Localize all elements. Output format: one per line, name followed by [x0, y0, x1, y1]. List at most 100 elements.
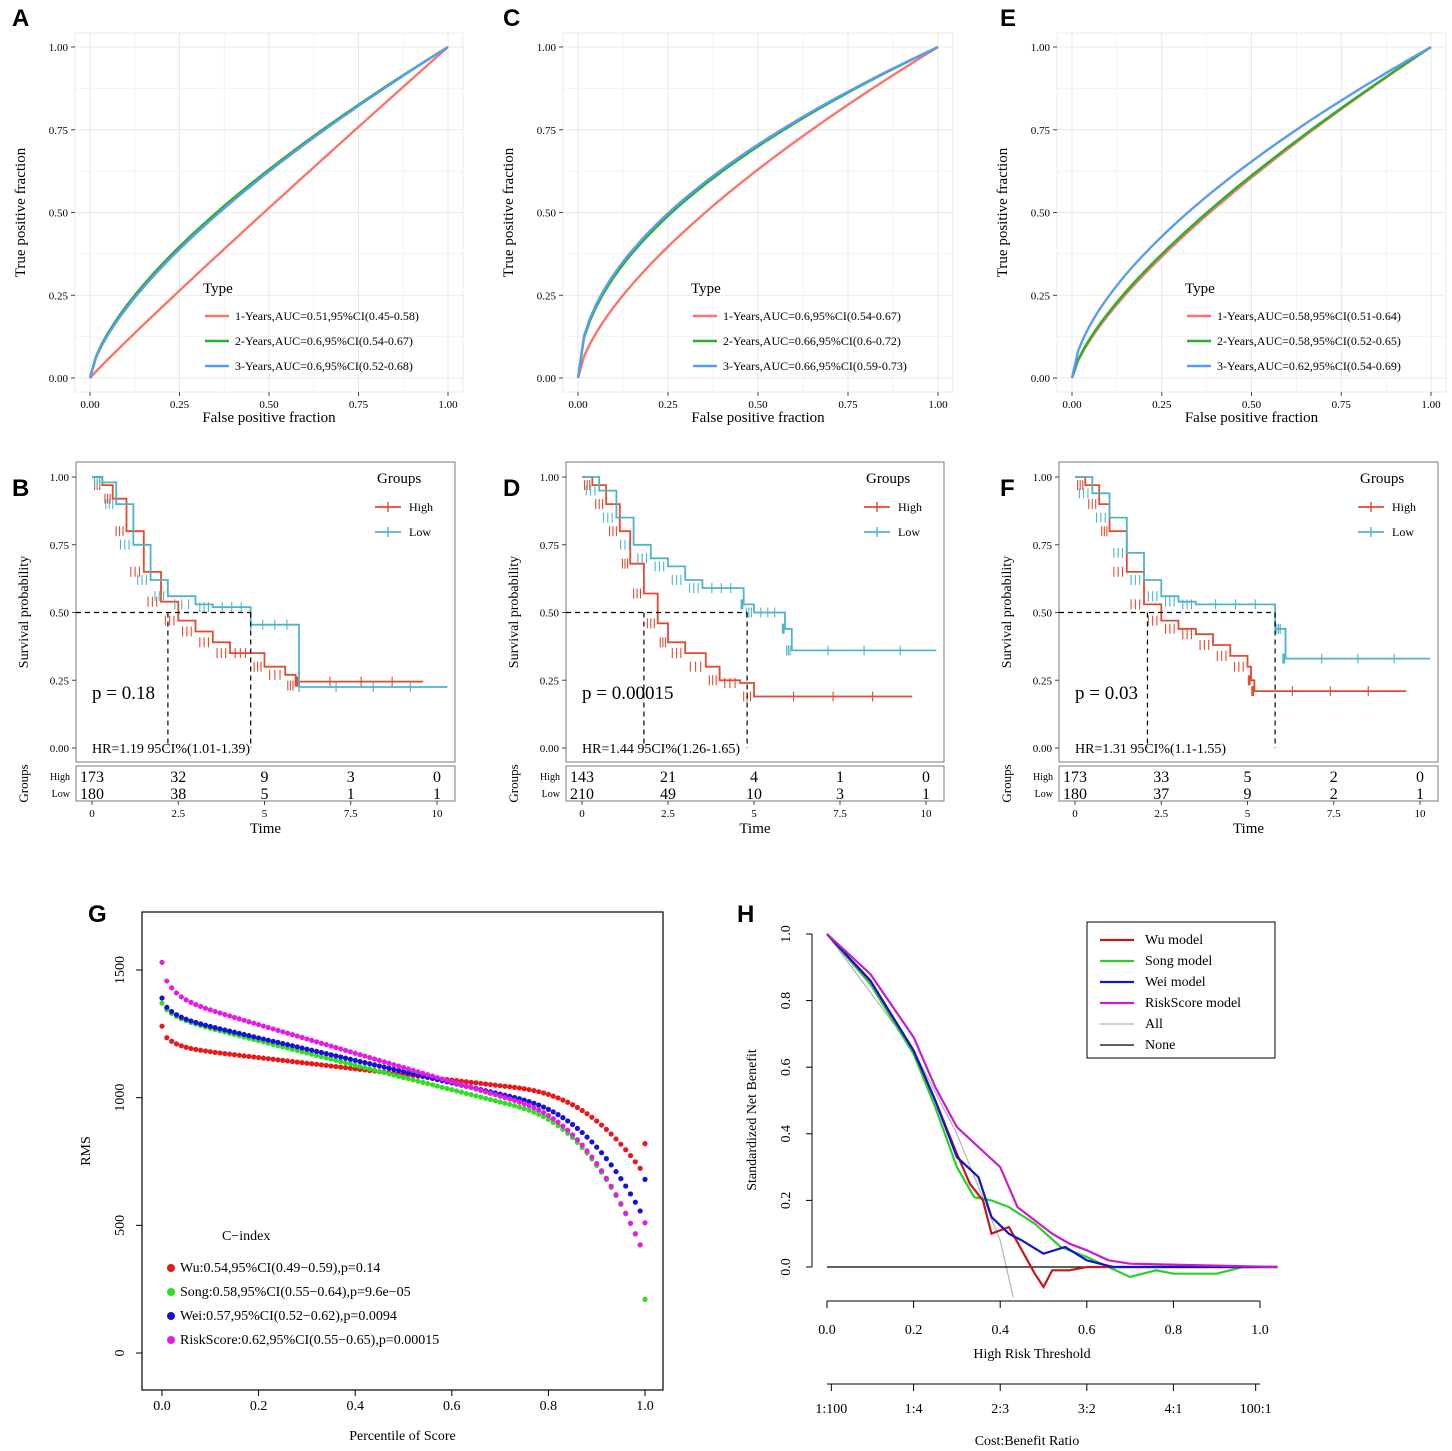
rms-point	[454, 1088, 460, 1094]
rms-point	[521, 1101, 527, 1107]
rms-point	[183, 997, 189, 1003]
roc-panel-A: 0.00 0.00 0.25 0.25 0.50 0.50 0.75 0.75 1.00 1.00…	[13, 32, 464, 426]
rms-point	[328, 1056, 334, 1062]
rms-point	[536, 1107, 542, 1113]
x-tick-label: 0.6	[443, 1399, 461, 1414]
y-tick-label: 0.50	[50, 608, 70, 620]
x-tick-label: 0.75	[838, 399, 858, 411]
risk-table-count: 180	[80, 786, 104, 803]
legend-label: Wei:0.57,95%CI(0.52−0.62),p=0.0094	[180, 1309, 397, 1324]
x-tick-label: 0.2	[250, 1399, 268, 1414]
dca-curve	[826, 933, 1014, 1298]
rms-point	[550, 1109, 556, 1115]
risk-table-frame	[75, 765, 456, 802]
rms-point	[400, 1069, 407, 1075]
rms-point	[531, 1100, 537, 1106]
rms-point	[309, 1051, 315, 1057]
rms-point	[569, 1121, 576, 1128]
ratio-tick-label: 100:1	[1240, 1402, 1272, 1417]
ratio-tick-label: 2:3	[991, 1402, 1009, 1417]
rms-point	[511, 1103, 518, 1109]
rms-point	[159, 1023, 165, 1029]
rms-point	[352, 1066, 358, 1072]
rms-point	[260, 1023, 267, 1029]
rms-point	[439, 1084, 445, 1090]
legend-label: Low	[1392, 525, 1414, 539]
x-tick-label: 0.25	[658, 399, 678, 411]
rms-point	[352, 1050, 358, 1056]
rms-point	[299, 1060, 305, 1066]
legend-label: 3-Years,AUC=0.62,95%CI(0.54-0.69)	[1217, 359, 1401, 373]
roc-curve	[1070, 45, 1432, 379]
rms-point	[550, 1116, 556, 1122]
rms-point	[198, 1021, 204, 1027]
rms-point	[371, 1062, 378, 1068]
rms-point	[309, 1037, 315, 1043]
panel-label-G: G	[88, 901, 107, 928]
rms-point	[280, 1057, 286, 1063]
rms-point	[555, 1095, 561, 1101]
x-tick-label: 0.6	[1078, 1323, 1096, 1338]
dca-curve	[826, 933, 1278, 1269]
rms-point	[391, 1066, 397, 1072]
rms-point	[550, 1093, 556, 1099]
x-tick-label: 0.8	[1165, 1323, 1183, 1338]
risk-table-count: 180	[1063, 786, 1087, 803]
risk-table-count: 0	[433, 769, 441, 786]
rms-point	[492, 1082, 498, 1088]
rms-point	[217, 1050, 223, 1056]
rms-point	[159, 1000, 165, 1006]
rms-point	[236, 1016, 242, 1022]
x-tick-label: 0.50	[1242, 399, 1262, 411]
legend-label: RiskScore model	[1145, 996, 1241, 1011]
rms-point	[323, 1055, 329, 1061]
roc-panel-C: 0.00 0.00 0.25 0.25 0.50 0.50 0.75 0.75 1.00 1.00…	[501, 32, 954, 426]
rms-point	[251, 1020, 257, 1026]
rms-point	[454, 1080, 460, 1086]
rms-point	[589, 1154, 595, 1160]
y-tick-label: 0.50	[540, 608, 560, 620]
rms-point	[284, 1030, 291, 1036]
risk-table-count: 10	[746, 786, 762, 803]
risk-table-count: 1	[347, 786, 355, 803]
x-tick-label: 0.75	[349, 399, 369, 411]
rms-point	[352, 1062, 358, 1068]
rms-point	[289, 1043, 296, 1049]
risk-table-count: 9	[1244, 786, 1252, 803]
x-tick-label: 0.00	[1062, 399, 1082, 411]
rms-point	[396, 1073, 402, 1079]
rms-point	[265, 1037, 271, 1043]
rms-point	[328, 1052, 334, 1058]
rms-point	[352, 1057, 358, 1063]
rms-point	[367, 1066, 373, 1072]
rms-point	[396, 1067, 402, 1074]
rms-point	[502, 1100, 508, 1106]
rms-point	[478, 1094, 484, 1100]
km-curve-low	[582, 476, 937, 652]
rms-point	[560, 1123, 566, 1129]
risk-table-frame	[565, 765, 945, 802]
x-tick-label: 1.00	[1421, 399, 1441, 411]
risk-table-count: 3	[347, 769, 355, 786]
rms-point	[637, 1208, 643, 1214]
legend-marker	[167, 1288, 175, 1296]
panel-label-F: F	[1000, 475, 1015, 502]
ratio-tick-label: 1:4	[905, 1402, 923, 1417]
panel-label-H: H	[737, 901, 754, 928]
km-panel-F: 0.00 0.25 0.50 0.75 1.00 Survival probability…	[999, 461, 1439, 837]
rms-point	[304, 1050, 310, 1056]
legend-label: RiskScore:0.62,95%CI(0.55−0.65),p=0.0001…	[180, 1333, 439, 1348]
risk-table-count: 2	[1330, 786, 1338, 803]
rms-point	[642, 1141, 648, 1147]
x-axis-label: Time	[1233, 821, 1264, 837]
legend-label: Song:0.58,95%CI(0.55−0.64),p=9.6e−05	[180, 1285, 411, 1300]
risk-table-count: 5	[1244, 769, 1252, 786]
rms-point	[362, 1060, 368, 1066]
y-tick-label: 1.00	[1031, 42, 1051, 54]
rms-point	[511, 1097, 518, 1104]
rms-point	[574, 1125, 580, 1131]
rms-point	[212, 1049, 218, 1055]
km-curve-high	[1075, 476, 1407, 692]
x-tick-label: 5	[262, 808, 268, 820]
risk-table-count: 2	[1330, 769, 1338, 786]
